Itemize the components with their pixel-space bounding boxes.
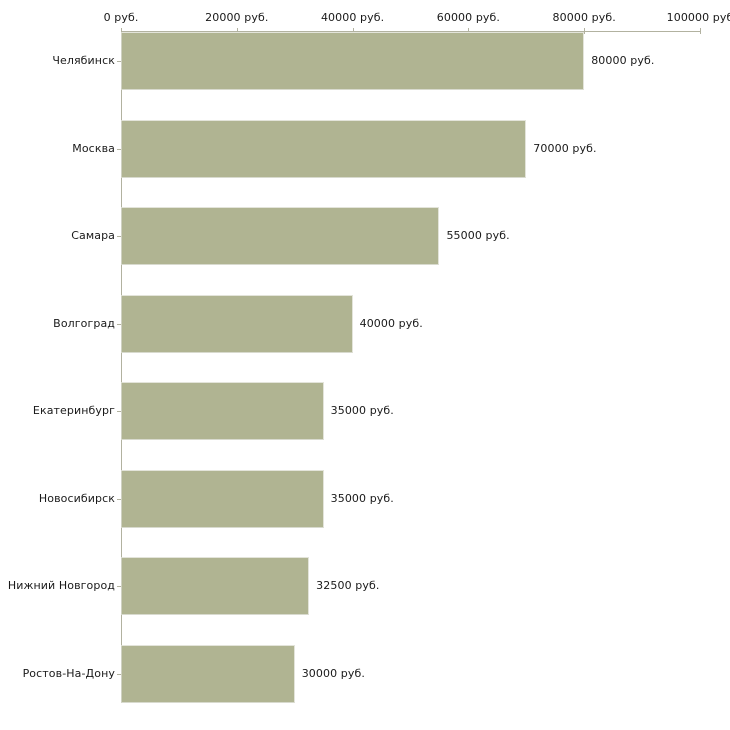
bar-value-label: 35000 руб. [330,491,394,505]
bar[interactable] [121,644,295,703]
x-axis-tick-label: 0 руб. [103,11,139,24]
bar[interactable] [121,469,324,528]
category-axis-tick [117,673,122,675]
category-label: Новосибирск [38,491,115,505]
x-axis-tick [352,28,354,34]
bar[interactable] [121,557,310,615]
bar-value-label: 30000 руб. [301,666,365,680]
x-axis-tick [121,28,122,34]
category-axis-tick [117,148,122,150]
x-axis: 0 руб. 20000 руб. 40000 руб. 60000 руб. 8000… [0,0,730,34]
x-axis-line [121,31,700,32]
bar[interactable] [121,294,353,353]
bar-row[interactable]: Москва 70000 руб. [0,119,730,178]
bar-row[interactable]: Екатеринбург 35000 руб. [0,382,730,440]
bar-value-label: 35000 руб. [330,404,394,417]
bar-value-label: 70000 руб. [533,141,597,155]
x-axis-tick-label: 80000 руб. [552,11,616,24]
category-label: Волгоград [53,316,115,330]
bar-row[interactable]: Нижний Новгород 32500 руб. [0,557,730,615]
bar-row[interactable]: Ростов-На-Дону 30000 руб. [0,644,730,703]
bar-row[interactable]: Самара 55000 руб. [0,207,730,265]
bar-row[interactable]: Новосибирск 35000 руб. [0,469,730,528]
category-label: Москва [72,141,115,155]
bar[interactable] [121,119,527,178]
x-axis-tick-label: 100000 руб [666,11,730,24]
x-axis-tick [468,28,470,34]
bar[interactable] [121,207,440,265]
category-axis-tick [117,61,122,62]
y-axis-line [121,32,122,700]
x-axis-tick [700,28,701,34]
bar[interactable] [121,382,324,440]
x-axis-tick [584,28,586,34]
category-axis-tick [117,236,122,237]
category-axis-tick [117,586,122,587]
category-label: Нижний Новгород [7,579,115,592]
bar-row[interactable]: Челябинск 80000 руб. [0,32,730,90]
category-axis-tick [117,411,122,412]
bar-value-label: 40000 руб. [359,316,423,330]
category-label: Екатеринбург [32,404,115,417]
x-axis-tick [236,28,238,34]
bar-value-label: 55000 руб. [446,229,510,242]
x-axis-tick-label: 20000 руб. [205,11,269,24]
category-label: Челябинск [52,54,115,67]
x-axis-tick-label: 60000 руб. [436,11,501,24]
category-label: Самара [71,229,115,242]
bar[interactable] [121,32,585,90]
category-label: Ростов-На-Дону [22,666,115,680]
bar-value-label: 80000 руб. [591,54,655,67]
bar-row[interactable]: Волгоград 40000 руб. [0,294,730,353]
x-axis-tick-label: 40000 руб. [320,11,385,24]
category-axis-tick [117,498,122,500]
bar-value-label: 32500 руб. [316,579,380,592]
category-axis-tick [117,323,122,325]
